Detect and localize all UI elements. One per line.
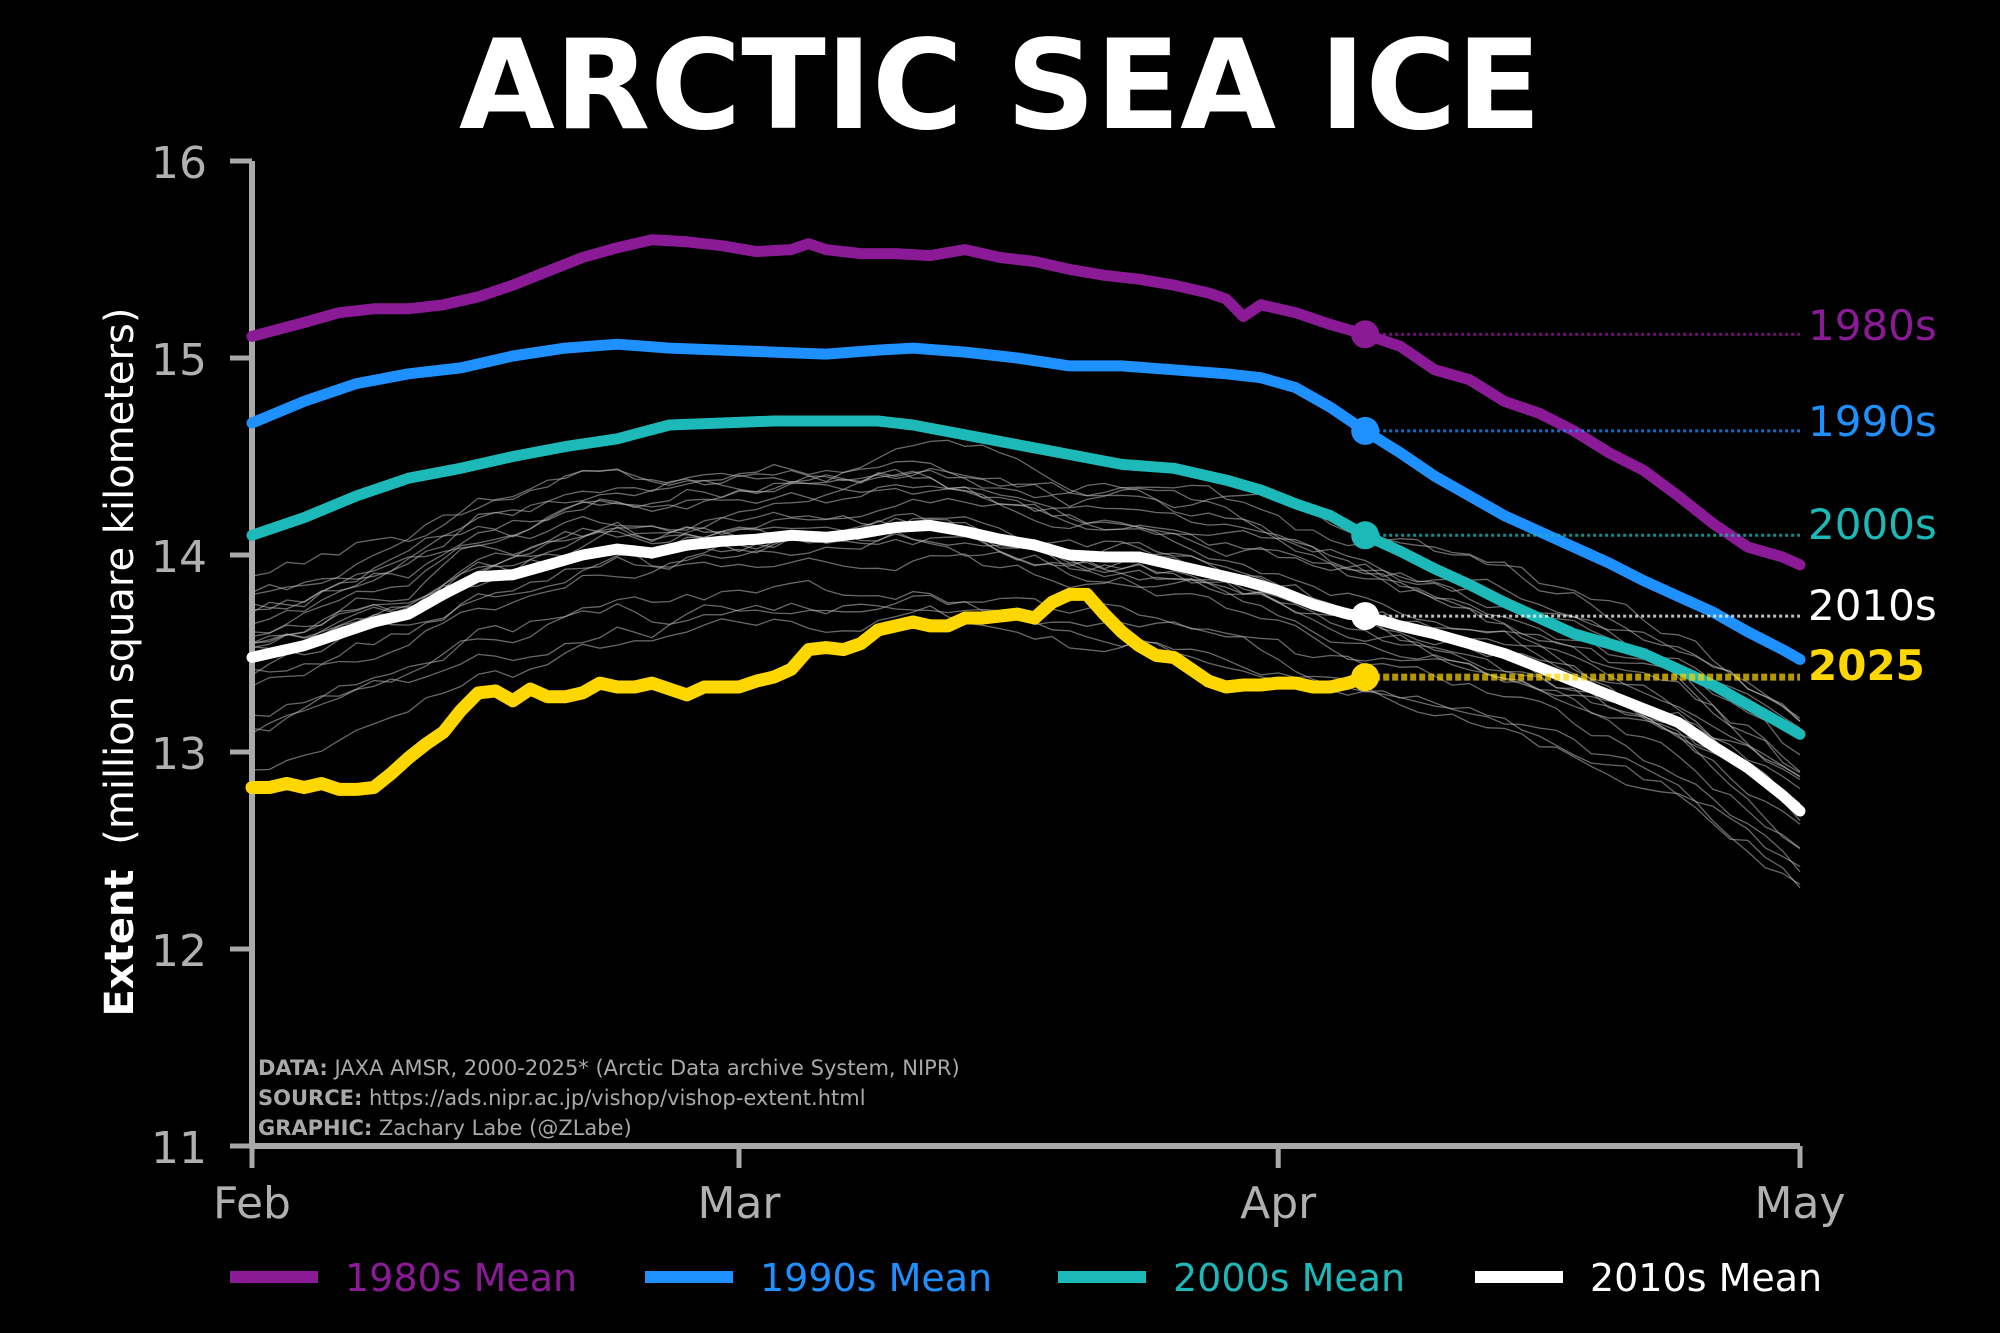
background-year-line (251, 439, 1801, 722)
background-year-line (251, 469, 1801, 719)
series-1990s-marker (1351, 416, 1380, 445)
series-2010s-line (246, 519, 1806, 817)
background-year-line (251, 536, 1801, 814)
y-axis-label-rest: (million square kilometers) (97, 308, 143, 845)
legend-label: 1990s Mean (760, 1256, 992, 1300)
series-1990s-end-label: 1990s (1808, 397, 1937, 446)
y-tick-label: 13 (151, 729, 207, 780)
credit-text: JAXA AMSR, 2000-2025* (Arctic Data archi… (328, 1056, 960, 1080)
series-1980s-marker (1351, 320, 1380, 349)
background-year-line (251, 497, 1801, 774)
background-year-line (251, 512, 1801, 825)
credit-line: DATA: JAXA AMSR, 2000-2025* (Arctic Data… (258, 1056, 960, 1080)
y-tick-label: 11 (151, 1123, 207, 1174)
series-2010s-marker (1351, 602, 1380, 631)
x-tick-label: Mar (698, 1178, 782, 1229)
y-tick-label: 12 (151, 926, 207, 977)
x-tick-label: May (1755, 1178, 1846, 1229)
background-year-line (251, 579, 1801, 868)
series-2010s-end-label: 2010s (1808, 581, 1937, 630)
series-2025-end-label: 2025 (1808, 641, 1925, 690)
credit-line: GRAPHIC: Zachary Labe (@ZLabe) (258, 1116, 632, 1140)
legend-label: 2000s Mean (1173, 1256, 1405, 1300)
series-lines: 1980s 1990s 2000s 2010s 2025 (245, 234, 1937, 817)
background-year-line (251, 484, 1801, 780)
credit-label: GRAPHIC: (258, 1116, 372, 1140)
series-2000s-line (246, 415, 1806, 740)
background-year-line (251, 460, 1801, 756)
series-1980s-line (246, 234, 1806, 571)
background-year-line (251, 515, 1801, 850)
legend-label: 1980s Mean (345, 1256, 577, 1300)
series-2000s-marker (1351, 521, 1380, 550)
background-year-lines (251, 439, 1801, 889)
credit-label: DATA: (258, 1056, 328, 1080)
y-tick-label: 16 (151, 138, 207, 189)
y-tick-label: 14 (151, 532, 207, 583)
series-2025-marker (1351, 663, 1380, 692)
background-year-line (251, 467, 1801, 722)
credit-line: SOURCE: https://ads.nipr.ac.jp/vishop/vi… (258, 1086, 866, 1110)
credit-label: SOURCE: (258, 1086, 362, 1110)
y-axis-label: Extent (million square kilometers) (97, 308, 143, 1017)
y-axis-label-bold: Extent (97, 869, 143, 1016)
x-tick-label: Feb (213, 1178, 291, 1229)
x-tick-label: Apr (1240, 1178, 1317, 1229)
background-year-line (251, 516, 1801, 778)
background-year-line (251, 605, 1801, 889)
series-2025-line (245, 587, 1372, 796)
svg-text:Extent (million square k: Extent (million square kilometers) (97, 308, 143, 1017)
series-2000s-end-label: 2000s (1808, 500, 1937, 549)
credit-text: https://ads.nipr.ac.jp/vishop/vishop-ext… (362, 1086, 865, 1110)
legend: 1980s Mean 1990s Mean 2000s Mean 2010s Mean (230, 1256, 1822, 1300)
credits-block: DATA: JAXA AMSR, 2000-2025* (Arctic Data… (258, 1056, 960, 1140)
series-1980s-end-label: 1980s (1808, 301, 1937, 350)
y-tick-label: 15 (151, 335, 207, 386)
legend-label: 2010s Mean (1590, 1256, 1822, 1300)
background-year-line (251, 468, 1801, 777)
background-year-line (251, 517, 1801, 790)
chart-title: ARCTIC SEA ICE (459, 14, 1541, 158)
credit-text: Zachary Labe (@ZLabe) (372, 1116, 631, 1140)
series-1990s-line (246, 338, 1806, 665)
